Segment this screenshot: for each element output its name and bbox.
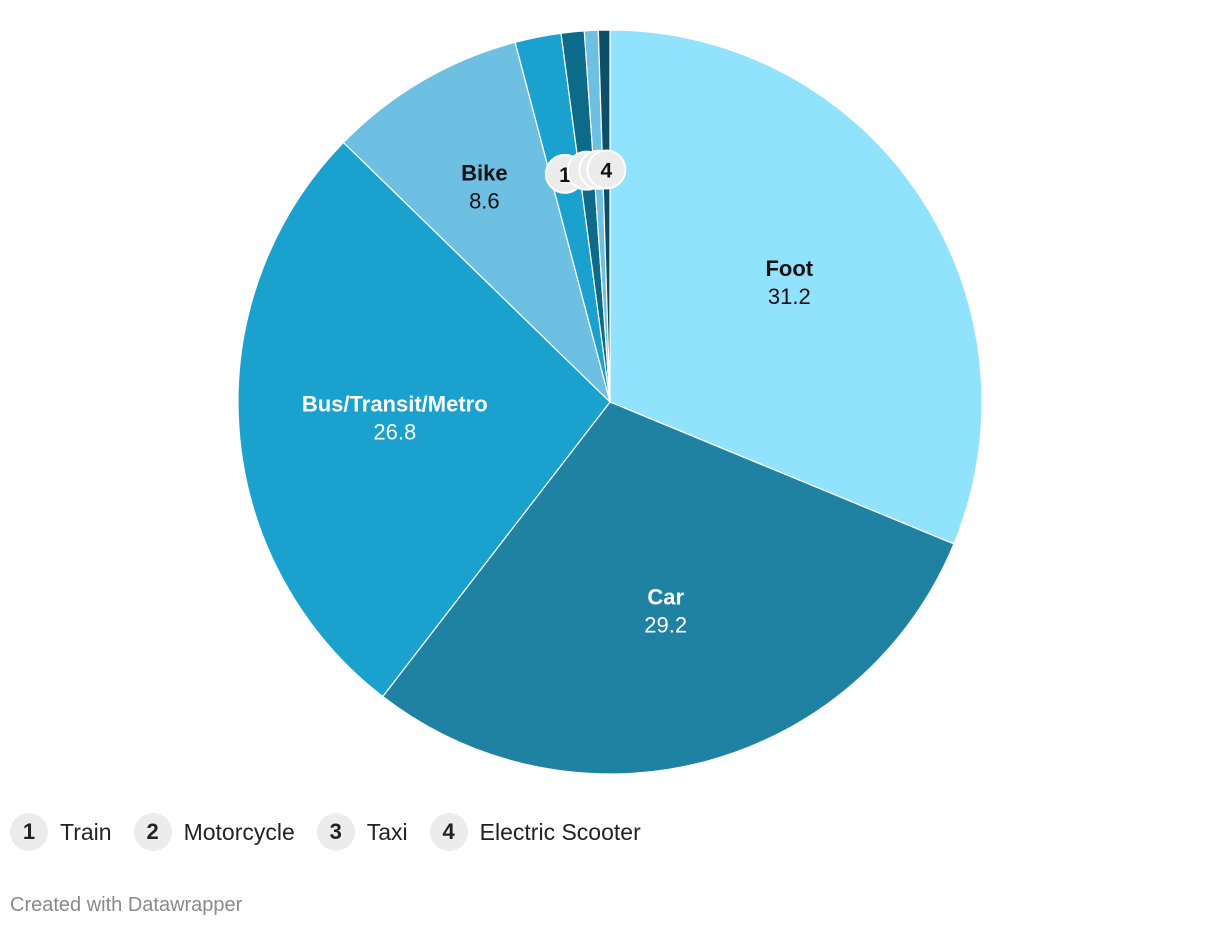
- legend-item-train: 1 Train: [10, 813, 112, 851]
- legend-item-electric-scooter: 4 Electric Scooter: [429, 813, 641, 851]
- slice-value-bike: 8.6: [469, 189, 500, 214]
- legend-badge: 2: [133, 813, 172, 851]
- legend-label: Train: [60, 818, 112, 845]
- legend-item-motorcycle: 2 Motorcycle: [133, 813, 295, 851]
- slice-label-car: Car: [647, 584, 684, 609]
- pie-chart: Foot 31.2 Car 29.2 Bus/Transit/Metro 26.8 Bike…: [237, 29, 983, 775]
- pie-slice-bike: [342, 41, 612, 404]
- pie-slice-bus-transit-metro: [237, 141, 611, 698]
- legend-label: Electric Scooter: [479, 818, 641, 845]
- legend-badge: 1: [10, 813, 48, 851]
- legend-item-taxi: 3 Taxi: [316, 813, 408, 851]
- slice-value-car: 29.2: [644, 612, 687, 637]
- slice-value-foot: 31.2: [768, 284, 811, 309]
- credit-text[interactable]: Created with Datawrapper: [10, 894, 243, 916]
- legend-label: Taxi: [366, 818, 408, 845]
- legend-badge: 4: [429, 813, 468, 851]
- pie-slice-electric-scooter: [597, 29, 611, 403]
- pie-slice-car: [381, 401, 955, 775]
- slice-value-bus-transit-metro: 26.8: [373, 419, 416, 444]
- legend-label: Motorcycle: [183, 818, 295, 845]
- slice-label-bus-transit-metro: Bus/Transit/Metro: [302, 391, 488, 416]
- legend: 1 Train 2 Motorcycle 3 Taxi 4 Electric S…: [10, 813, 663, 851]
- pie-slice-foot: [609, 29, 983, 545]
- slice-badge-4: [586, 149, 627, 190]
- slice-label-foot: Foot: [765, 256, 813, 281]
- slice-label-bike: Bike: [461, 161, 507, 186]
- slice-badge-text-4: 4: [601, 160, 613, 183]
- legend-badge: 3: [316, 813, 355, 851]
